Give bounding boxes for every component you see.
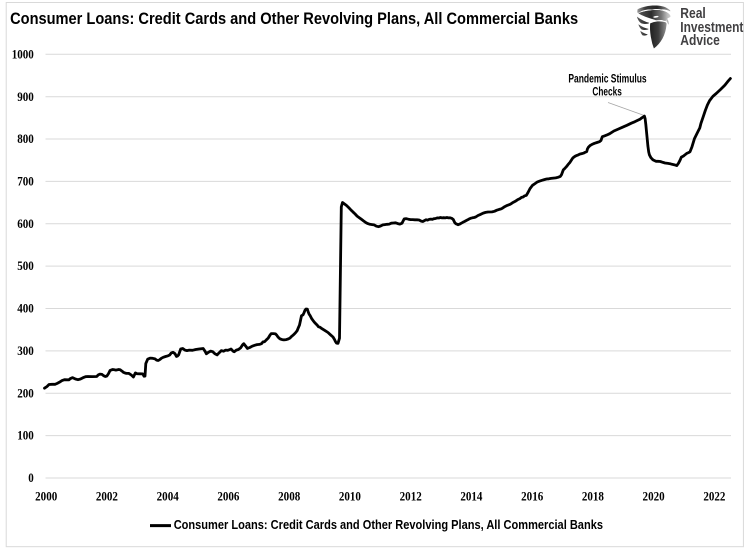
svg-text:1000: 1000	[12, 47, 34, 61]
svg-text:2002: 2002	[96, 489, 118, 503]
svg-text:2006: 2006	[217, 489, 239, 503]
svg-text:Investment: Investment	[680, 19, 743, 36]
svg-text:Pandemic Stimulus: Pandemic Stimulus	[568, 73, 647, 86]
svg-text:2018: 2018	[582, 489, 604, 503]
svg-text:Checks: Checks	[592, 86, 622, 99]
svg-text:800: 800	[17, 132, 34, 146]
svg-text:2010: 2010	[339, 489, 361, 503]
svg-text:Consumer Loans: Credit Cards a: Consumer Loans: Credit Cards and Other R…	[174, 517, 603, 532]
svg-text:600: 600	[17, 217, 34, 231]
svg-text:700: 700	[17, 175, 34, 189]
svg-text:2012: 2012	[400, 489, 422, 503]
svg-text:Advice: Advice	[680, 32, 720, 49]
svg-text:Real: Real	[680, 5, 706, 22]
svg-text:Consumer Loans: Credit Cards a: Consumer Loans: Credit Cards and Other R…	[10, 10, 578, 28]
svg-text:500: 500	[17, 259, 34, 273]
svg-text:400: 400	[17, 302, 34, 316]
svg-text:100: 100	[17, 429, 34, 443]
svg-text:300: 300	[17, 344, 34, 358]
svg-text:2020: 2020	[643, 489, 665, 503]
svg-text:900: 900	[17, 90, 34, 104]
svg-text:200: 200	[17, 386, 34, 400]
svg-text:0: 0	[28, 471, 34, 485]
svg-text:2016: 2016	[521, 489, 543, 503]
svg-text:2000: 2000	[35, 489, 57, 503]
svg-text:2014: 2014	[460, 489, 483, 503]
svg-text:2004: 2004	[157, 489, 180, 503]
svg-text:2022: 2022	[703, 489, 725, 503]
svg-text:2008: 2008	[278, 489, 300, 503]
